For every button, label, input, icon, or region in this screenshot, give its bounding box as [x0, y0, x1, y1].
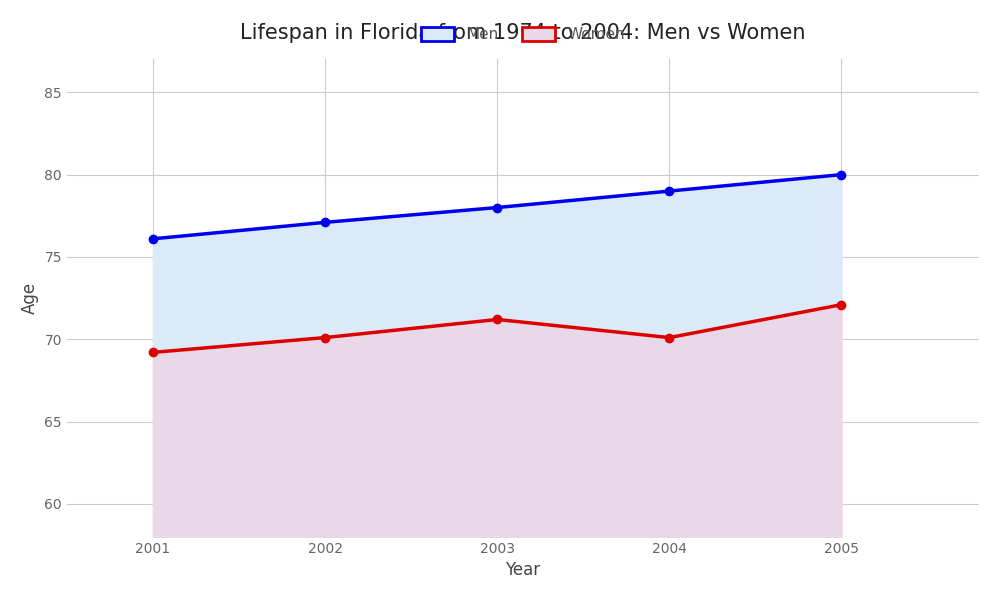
- X-axis label: Year: Year: [505, 561, 541, 579]
- Title: Lifespan in Florida from 1974 to 2004: Men vs Women: Lifespan in Florida from 1974 to 2004: M…: [240, 23, 806, 43]
- Legend: Men, Women: Men, Women: [413, 19, 633, 50]
- Y-axis label: Age: Age: [21, 282, 39, 314]
